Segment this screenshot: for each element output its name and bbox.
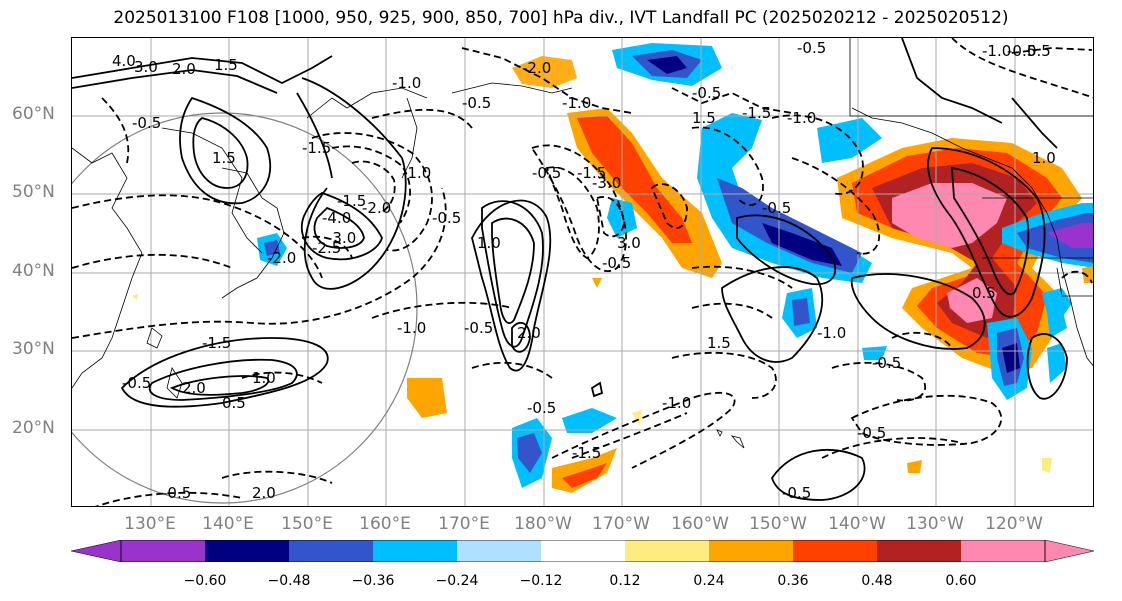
lat-label-40n: 40°N bbox=[12, 261, 55, 281]
colorbar-svg bbox=[71, 540, 1094, 562]
lon-label-170e: 170°E bbox=[438, 514, 490, 534]
contour-label: -0.5 bbox=[464, 319, 493, 337]
ivt-shading bbox=[132, 43, 1093, 493]
contour-label: -1.0 bbox=[662, 394, 691, 412]
contour-label: 1.0 bbox=[1032, 149, 1056, 167]
contour-label: -0.5 bbox=[122, 374, 151, 392]
contour-label: -0.5 bbox=[132, 114, 161, 132]
lon-label-120w: 120°W bbox=[985, 514, 1043, 534]
contour-label: -2.0 bbox=[522, 59, 551, 77]
contour-label: 0.5 bbox=[222, 394, 246, 412]
lat-label-50n: 50°N bbox=[12, 182, 55, 202]
contour-label: -2.0 bbox=[267, 249, 296, 267]
colorbar-tick: −0.24 bbox=[435, 573, 479, 589]
contour-label: -0.5 bbox=[462, 94, 491, 112]
contour-label: -1.5 bbox=[742, 104, 771, 122]
contour-label: 1.5 bbox=[692, 109, 716, 127]
contour-label: -4.0 bbox=[322, 209, 351, 227]
contour-label: -1.0 bbox=[817, 324, 846, 342]
lon-label-170w: 170°W bbox=[592, 514, 650, 534]
contour-label: -0.5 bbox=[762, 199, 791, 217]
contour-label: 1.5 bbox=[214, 56, 238, 74]
contour-label: -0.5 bbox=[527, 399, 556, 417]
landfall-region-circle bbox=[72, 112, 418, 504]
contour-label: -0.5 bbox=[857, 424, 886, 442]
contour-label: -0.5 bbox=[797, 39, 826, 57]
contour-label: -0.5 bbox=[162, 484, 191, 502]
colorbar-tick: −0.60 bbox=[183, 573, 227, 589]
lat-label-20n: 20°N bbox=[12, 418, 55, 438]
contour-label: -1.5 bbox=[572, 444, 601, 462]
contour-label: 0.5 bbox=[972, 284, 996, 302]
contour-label: 2.0 bbox=[172, 60, 196, 78]
divergence-contours-positive bbox=[72, 38, 1068, 501]
contour-label: -1.0 bbox=[787, 109, 816, 127]
contour-label: -1.5 bbox=[302, 139, 331, 157]
divergence-contours-negative bbox=[72, 38, 1093, 506]
contour-label: 0.5 bbox=[1027, 42, 1051, 60]
contour-label: -3.0 bbox=[327, 229, 356, 247]
contour-label: 3.0 bbox=[617, 234, 641, 252]
contour-label: -0.5 bbox=[782, 484, 811, 502]
contour-label: 1.5 bbox=[707, 334, 731, 352]
colorbar-tick: 0.36 bbox=[777, 573, 809, 589]
map-canvas: 4.0 3.0 2.0 1.5 -0.5 -1.5 1.5 -1.5 -2.0 … bbox=[72, 38, 1093, 506]
contour-label: -1.0 bbox=[402, 164, 431, 182]
contour-label: -0.5 bbox=[872, 354, 901, 372]
colorbar-tick: 0.60 bbox=[945, 573, 977, 589]
contour-label: -0.5 bbox=[432, 209, 461, 227]
lon-label-130w: 130°W bbox=[906, 514, 964, 534]
contour-label: 2.0 bbox=[182, 379, 206, 397]
contour-label: 4.0 bbox=[112, 52, 136, 70]
lon-label-150w: 150°W bbox=[749, 514, 807, 534]
lon-label-180w: 180°W bbox=[514, 514, 572, 534]
contour-label: -1.0 bbox=[982, 42, 1011, 60]
lon-label-140e: 140°E bbox=[202, 514, 254, 534]
contour-label: -0.5 bbox=[1007, 42, 1036, 60]
contour-label: -0.5 bbox=[692, 84, 721, 102]
contour-label: 2.0 bbox=[517, 324, 541, 342]
figure-title: 2025013100 F108 [1000, 950, 925, 900, 85… bbox=[113, 8, 1009, 28]
contour-label: -1.5 bbox=[202, 334, 231, 352]
contour-label: 2.0 bbox=[252, 484, 276, 502]
contour-label: 3.0 bbox=[134, 58, 158, 76]
colorbar-tick: 0.24 bbox=[693, 573, 725, 589]
contour-label: -1.0 bbox=[562, 94, 591, 112]
contour-label: -1.5 bbox=[577, 164, 606, 182]
contour-labels: 4.0 3.0 2.0 1.5 -0.5 -1.5 1.5 -1.5 -2.0 … bbox=[112, 39, 1056, 502]
lat-label-30n: 30°N bbox=[12, 339, 55, 359]
contour-label: -1.0 bbox=[397, 319, 426, 337]
contour-label: -1.0 bbox=[392, 74, 421, 92]
colorbar-tick: −0.12 bbox=[519, 573, 563, 589]
lat-label-60n: 60°N bbox=[12, 104, 55, 124]
contour-label: -0.5 bbox=[532, 164, 561, 182]
map-panel: 4.0 3.0 2.0 1.5 -0.5 -1.5 1.5 -1.5 -2.0 … bbox=[71, 37, 1094, 507]
colorbar-tick: −0.36 bbox=[351, 573, 395, 589]
contour-label: -2.5 bbox=[312, 239, 341, 257]
colorbar-tick: 0.12 bbox=[609, 573, 641, 589]
contour-label: 1.0 bbox=[477, 234, 501, 252]
contour-label: 1.5 bbox=[212, 149, 236, 167]
lon-label-130e: 130°E bbox=[124, 514, 176, 534]
colorbar bbox=[71, 540, 1094, 562]
lon-label-160w: 160°W bbox=[671, 514, 729, 534]
contour-label: -3.0 bbox=[592, 174, 621, 192]
contour-label: -0.5 bbox=[602, 254, 631, 272]
colorbar-tick: 0.48 bbox=[861, 573, 893, 589]
lon-label-140w: 140°W bbox=[828, 514, 886, 534]
lon-label-150e: 150°E bbox=[281, 514, 333, 534]
contour-label: 1.0 bbox=[252, 369, 276, 387]
colorbar-tick: −0.48 bbox=[267, 573, 311, 589]
coastlines bbox=[72, 38, 1093, 449]
contour-label: -1.5 bbox=[337, 192, 366, 210]
contour-label: -2.0 bbox=[362, 199, 391, 217]
lon-label-160e: 160°E bbox=[359, 514, 411, 534]
